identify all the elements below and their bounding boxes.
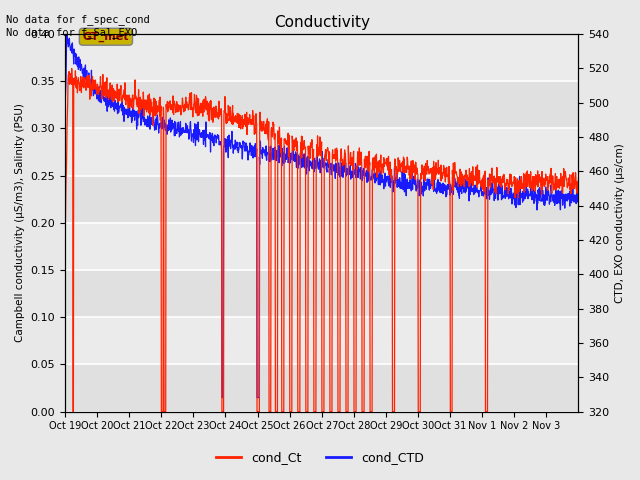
Y-axis label: CTD, EXO conductivity (μs/cm): CTD, EXO conductivity (μs/cm) — [615, 143, 625, 303]
Title: Conductivity: Conductivity — [274, 15, 370, 30]
Y-axis label: Campbell conductivity (μS/m3), Salinity (PSU): Campbell conductivity (μS/m3), Salinity … — [15, 103, 25, 342]
Text: No data for f_spec_cond
No data for f_Sal_EXO: No data for f_spec_cond No data for f_Sa… — [6, 14, 150, 38]
Bar — [65, 364, 579, 412]
Text: GT_met: GT_met — [83, 32, 129, 42]
Bar — [65, 176, 579, 223]
Bar — [65, 223, 579, 270]
Legend: cond_Ct, cond_CTD: cond_Ct, cond_CTD — [211, 446, 429, 469]
Bar — [65, 317, 579, 364]
Bar — [65, 128, 579, 176]
Bar — [65, 81, 579, 128]
Bar — [65, 270, 579, 317]
Bar — [65, 34, 579, 81]
